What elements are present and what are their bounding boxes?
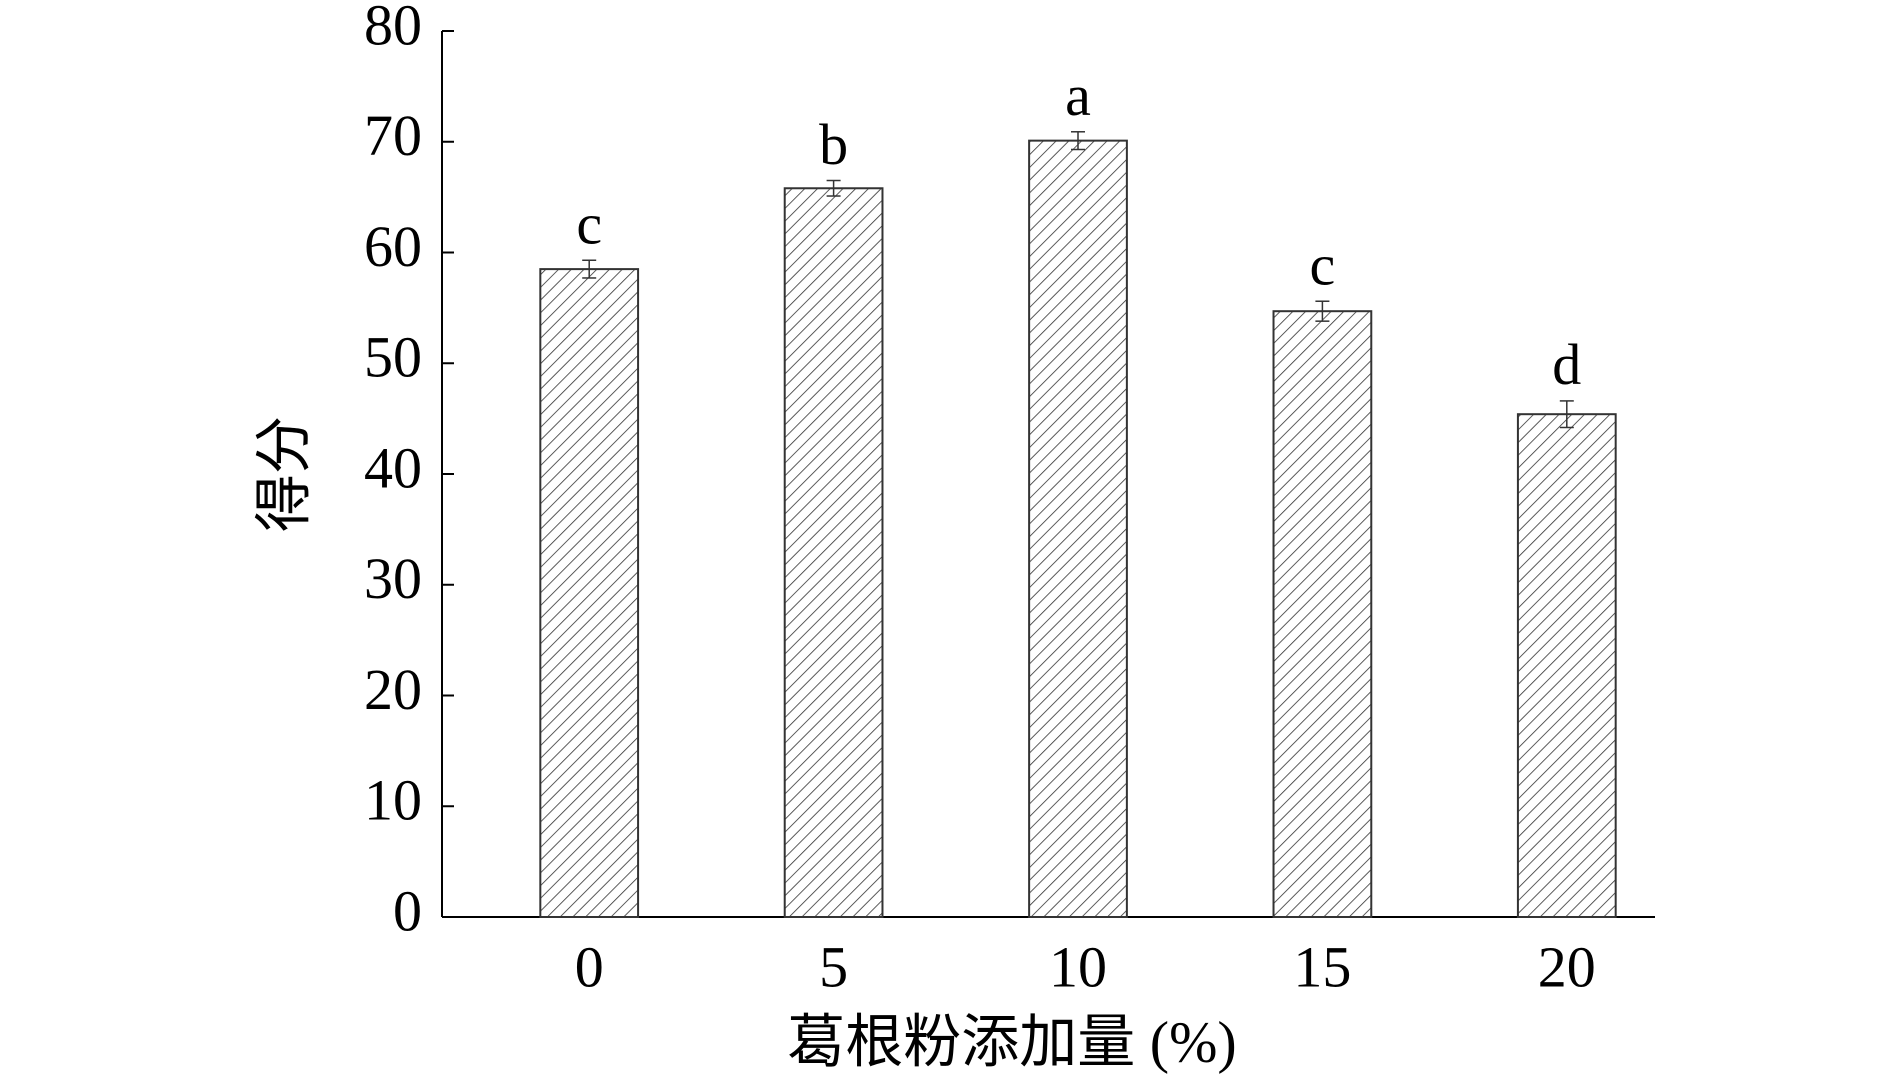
- x-tick-label: 5: [819, 934, 848, 999]
- significance-letter: c: [576, 192, 602, 257]
- bar: [539, 268, 640, 918]
- y-tick-label: 0: [393, 878, 422, 943]
- y-tick-label: 80: [364, 0, 422, 57]
- x-tick-label: 10: [1049, 934, 1107, 999]
- bar: [1516, 413, 1617, 918]
- y-tick-label: 50: [364, 325, 422, 390]
- significance-letter: c: [1310, 233, 1336, 298]
- bar: [783, 187, 884, 918]
- y-tick-label: 20: [364, 657, 422, 722]
- x-tick-label: 20: [1538, 934, 1596, 999]
- significance-letter: b: [819, 112, 848, 177]
- y-axis-label: 得分: [251, 416, 316, 532]
- significance-letter: a: [1065, 63, 1091, 128]
- y-tick-label: 60: [364, 214, 422, 279]
- y-tick-label: 10: [364, 768, 422, 833]
- y-tick-label: 70: [364, 103, 422, 168]
- significance-letter: d: [1552, 332, 1581, 397]
- y-tick-label: 30: [364, 546, 422, 611]
- bar: [1272, 310, 1373, 918]
- x-axis-label: 葛根粉添加量 (%): [787, 1009, 1236, 1074]
- y-tick-label: 40: [364, 435, 422, 500]
- x-tick-label: 0: [575, 934, 604, 999]
- x-tick-label: 15: [1293, 934, 1351, 999]
- bar: [1028, 139, 1128, 918]
